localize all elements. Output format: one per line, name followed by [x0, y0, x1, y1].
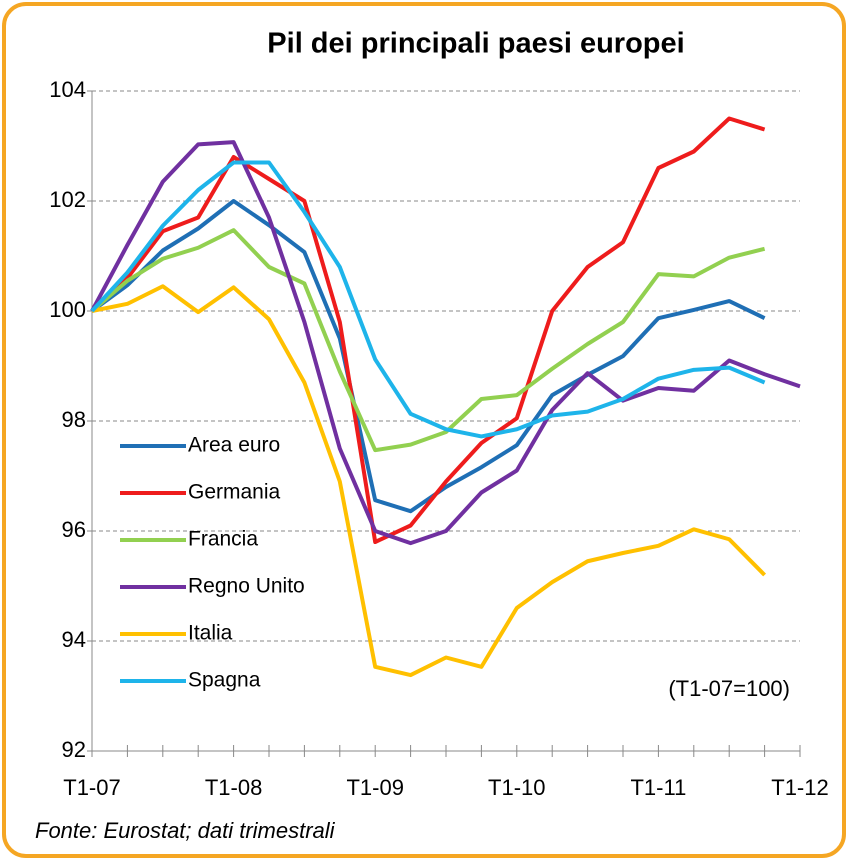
- y-tick-label: 104: [49, 77, 86, 102]
- chart-title: Pil dei principali paesi europei: [267, 28, 684, 60]
- annotation: (T1-07=100): [668, 676, 790, 701]
- x-tick-label: T1-12: [771, 775, 828, 800]
- x-tick-label: T1-10: [488, 775, 545, 800]
- series-line: [90, 140, 801, 546]
- y-tick-label: 94: [62, 627, 86, 652]
- series-line: [90, 160, 766, 439]
- y-tick-label: 98: [62, 407, 86, 432]
- series-line: [90, 199, 766, 514]
- source: Fonte: Eurostat; dati trimestrali: [35, 818, 336, 843]
- frame: [2, 2, 846, 858]
- legend-label: Francia: [188, 528, 258, 551]
- y-tick-label: 102: [49, 187, 86, 212]
- y-tick-label: 92: [62, 737, 86, 762]
- legend-label: Germania: [188, 481, 281, 504]
- x-tick-label: T1-08: [205, 775, 262, 800]
- x-tick-label: T1-11: [630, 775, 686, 800]
- series-line: [91, 284, 767, 678]
- legend-label: Italia: [188, 622, 233, 645]
- series-line: [90, 116, 766, 544]
- series-line: [90, 228, 766, 453]
- legend-label: Area euro: [188, 434, 280, 457]
- x-tick-label: T1-07: [63, 775, 120, 800]
- legend-label: Regno Unito: [188, 575, 305, 598]
- legend-label: Spagna: [188, 669, 261, 692]
- x-tick-label: T1-09: [346, 775, 403, 800]
- y-tick-label: 100: [49, 297, 86, 322]
- y-tick-label: 96: [62, 517, 86, 542]
